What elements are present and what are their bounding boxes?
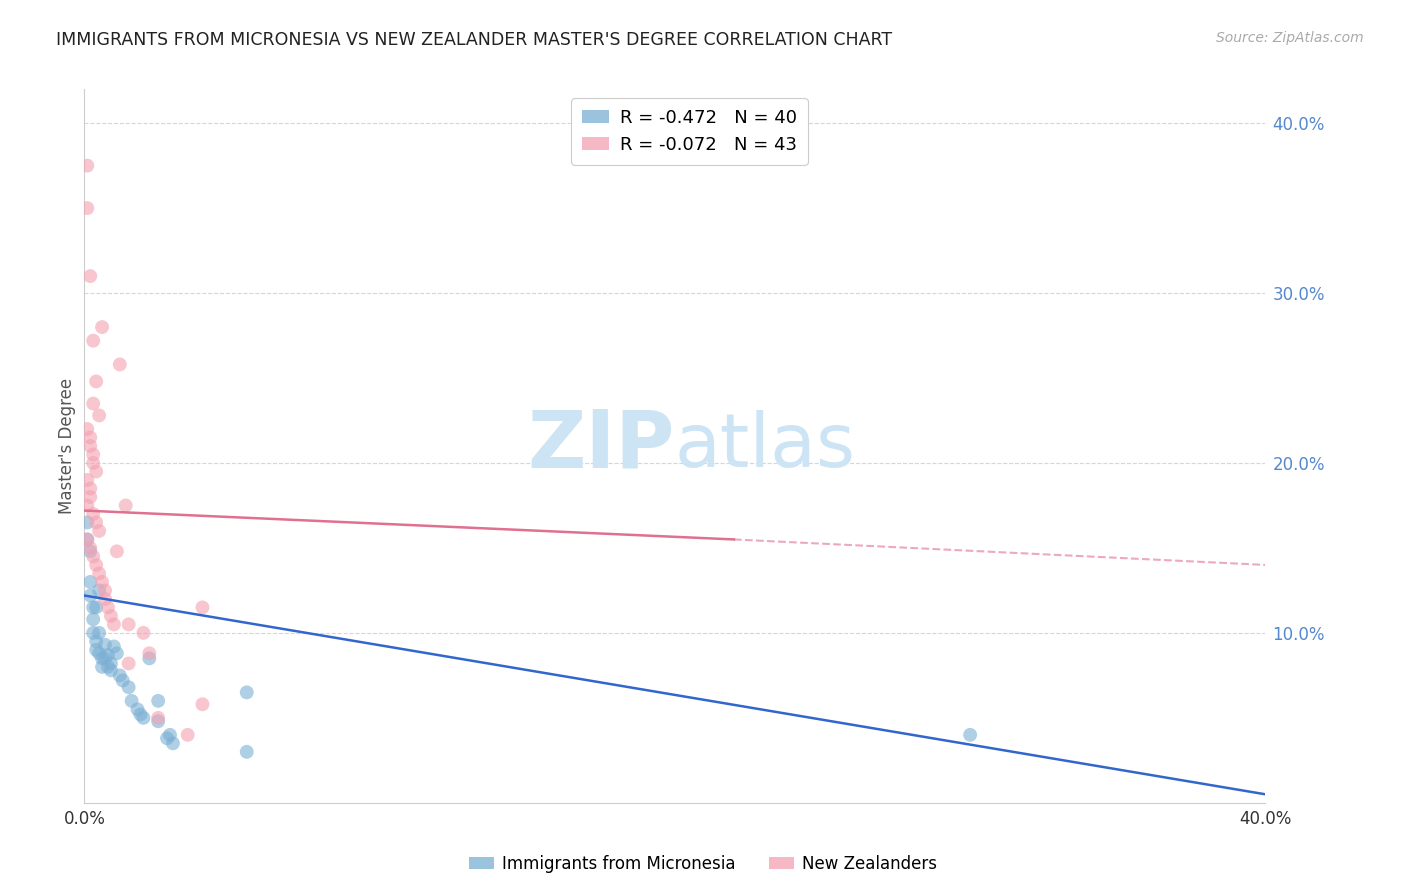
Point	[79, 490, 101, 504]
Point	[148, 714, 170, 729]
Point	[105, 544, 128, 558]
Point	[79, 439, 101, 453]
Point	[105, 646, 128, 660]
Point	[76, 159, 98, 173]
Point	[89, 524, 111, 538]
Point	[89, 583, 111, 598]
Point	[82, 396, 104, 410]
Text: ZIP: ZIP	[527, 407, 675, 485]
Point	[100, 663, 122, 677]
Point	[82, 456, 104, 470]
Point	[156, 731, 179, 746]
Point	[236, 745, 259, 759]
Point	[94, 638, 117, 652]
Point	[103, 617, 125, 632]
Point	[89, 646, 111, 660]
Point	[94, 583, 117, 598]
Point	[97, 648, 120, 662]
Point	[100, 608, 122, 623]
Point	[84, 516, 107, 530]
Point	[84, 558, 107, 572]
Point	[91, 660, 114, 674]
Point	[84, 634, 107, 648]
Point	[118, 617, 141, 632]
Point	[82, 612, 104, 626]
Point	[76, 533, 98, 547]
Point	[138, 646, 160, 660]
Point	[91, 651, 114, 665]
Point	[89, 409, 111, 423]
Point	[79, 574, 101, 589]
Point	[76, 422, 98, 436]
Point	[79, 269, 101, 284]
Point	[162, 736, 184, 750]
Point	[76, 201, 98, 215]
Point	[84, 465, 107, 479]
Point	[159, 728, 181, 742]
Point	[114, 499, 136, 513]
Point	[177, 728, 200, 742]
Legend: Immigrants from Micronesia, New Zealanders: Immigrants from Micronesia, New Zealande…	[463, 848, 943, 880]
Point	[91, 574, 114, 589]
Point	[76, 499, 98, 513]
Point	[191, 600, 214, 615]
Point	[79, 430, 101, 444]
Point	[82, 549, 104, 564]
Point	[94, 651, 117, 665]
Point	[148, 694, 170, 708]
Point	[79, 541, 101, 555]
Point	[108, 668, 131, 682]
Point	[82, 626, 104, 640]
Point	[127, 702, 149, 716]
Point	[82, 448, 104, 462]
Point	[108, 358, 131, 372]
Point	[111, 673, 134, 688]
Point	[97, 600, 120, 615]
Point	[89, 566, 111, 581]
Point	[103, 640, 125, 654]
Point	[84, 600, 107, 615]
Point	[236, 685, 259, 699]
Point	[100, 657, 122, 671]
Point	[82, 507, 104, 521]
Point	[191, 698, 214, 712]
Point	[76, 516, 98, 530]
Point	[82, 600, 104, 615]
Point	[148, 711, 170, 725]
Point	[89, 626, 111, 640]
Point	[91, 320, 114, 334]
Point	[84, 643, 107, 657]
Y-axis label: Master's Degree: Master's Degree	[58, 378, 76, 514]
Text: IMMIGRANTS FROM MICRONESIA VS NEW ZEALANDER MASTER'S DEGREE CORRELATION CHART: IMMIGRANTS FROM MICRONESIA VS NEW ZEALAN…	[56, 31, 893, 49]
Point	[79, 544, 101, 558]
Point	[129, 707, 152, 722]
Point	[121, 694, 143, 708]
Point	[79, 589, 101, 603]
Point	[79, 482, 101, 496]
Point	[138, 651, 160, 665]
Point	[132, 711, 155, 725]
Point	[97, 660, 120, 674]
Text: atlas: atlas	[675, 409, 856, 483]
Text: Source: ZipAtlas.com: Source: ZipAtlas.com	[1216, 31, 1364, 45]
Point	[959, 728, 981, 742]
Legend: R = -0.472   N = 40, R = -0.072   N = 43: R = -0.472 N = 40, R = -0.072 N = 43	[571, 98, 807, 165]
Point	[118, 680, 141, 694]
Point	[82, 334, 104, 348]
Point	[84, 375, 107, 389]
Point	[132, 626, 155, 640]
Point	[118, 657, 141, 671]
Point	[94, 591, 117, 606]
Point	[76, 533, 98, 547]
Point	[76, 473, 98, 487]
